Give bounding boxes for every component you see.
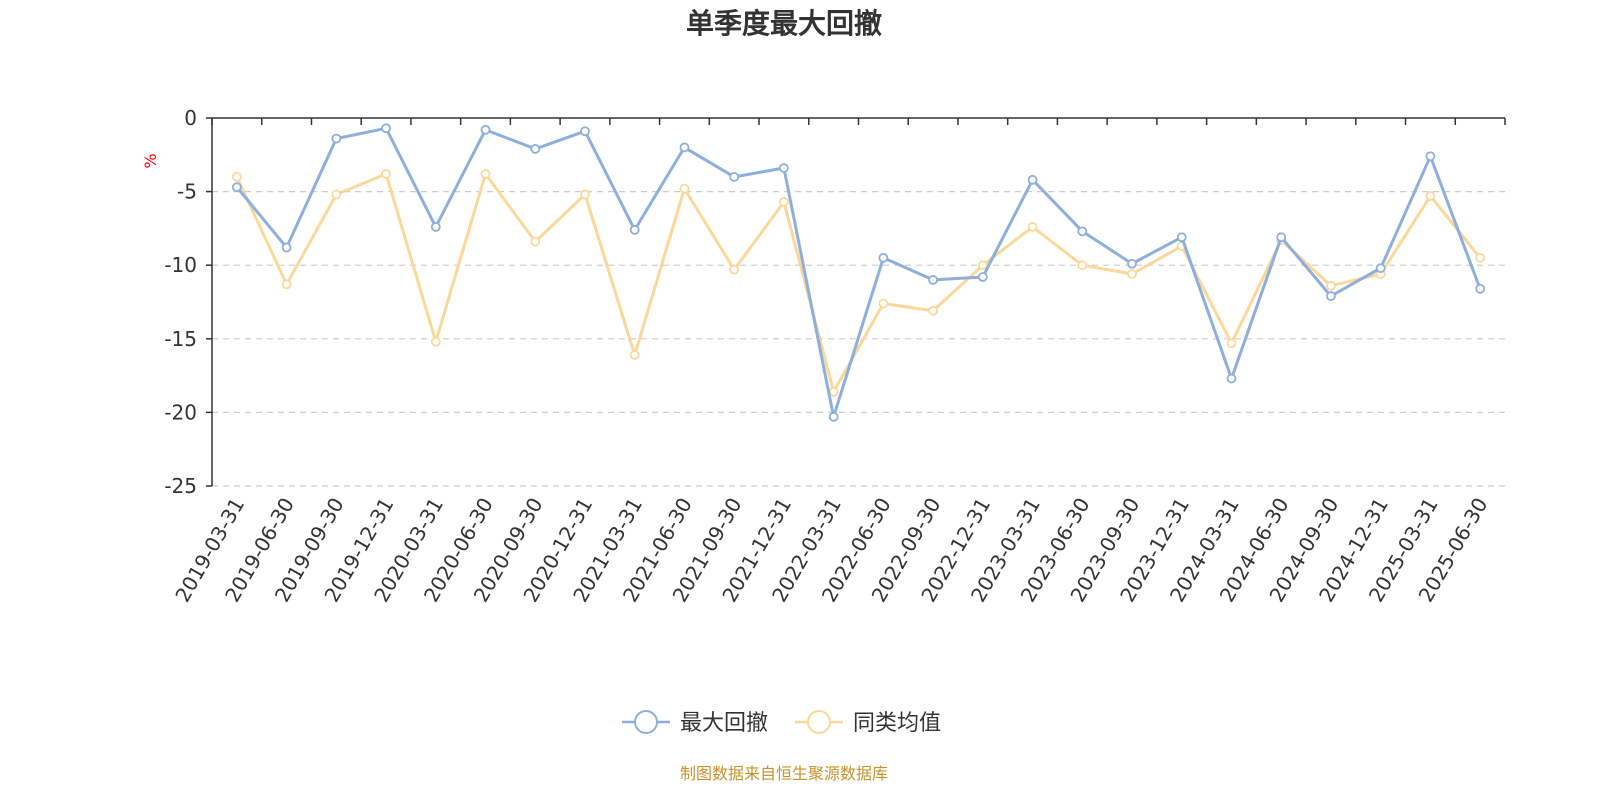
data-point bbox=[1226, 338, 1237, 349]
data-point bbox=[828, 386, 839, 397]
data-point bbox=[530, 236, 541, 247]
legend-item[interactable]: 同类均值 bbox=[795, 710, 941, 736]
legend-marker bbox=[807, 710, 831, 734]
data-point bbox=[629, 224, 640, 235]
legend-label: 最大回撤 bbox=[680, 711, 768, 736]
data-point bbox=[928, 275, 938, 285]
data-point bbox=[281, 279, 292, 290]
series-line bbox=[235, 126, 1482, 419]
data-point bbox=[1375, 263, 1386, 274]
data-point bbox=[977, 260, 988, 271]
data-point bbox=[480, 169, 491, 179]
data-point bbox=[331, 133, 342, 144]
data-point bbox=[878, 298, 889, 309]
data-point bbox=[381, 169, 391, 179]
series-lines bbox=[231, 123, 1486, 422]
data-point bbox=[231, 171, 242, 182]
data-point bbox=[828, 411, 839, 422]
data-point bbox=[530, 144, 541, 154]
data-point bbox=[1027, 174, 1038, 185]
data-point bbox=[1326, 280, 1336, 291]
axes bbox=[206, 117, 1506, 487]
y-tick-label: -15 bbox=[164, 327, 197, 351]
y-tick-labels: 0 -5 -10 -15 -20 -25 bbox=[164, 106, 197, 498]
data-point bbox=[580, 126, 590, 137]
y-tick-label: 0 bbox=[184, 106, 197, 130]
data-point bbox=[729, 264, 740, 275]
data-point bbox=[977, 272, 988, 282]
data-point bbox=[729, 171, 740, 182]
data-point bbox=[1077, 226, 1088, 237]
data-point bbox=[1475, 252, 1486, 263]
data-point bbox=[1425, 191, 1436, 201]
legend-marker bbox=[634, 710, 658, 734]
y-tick-label: -5 bbox=[177, 180, 197, 204]
data-point bbox=[1425, 151, 1436, 162]
data-point bbox=[1127, 258, 1137, 269]
data-point bbox=[1276, 232, 1287, 243]
data-point bbox=[580, 189, 590, 200]
x-tick-labels: 2019-03-312019-06-302019-09-302019-12-31… bbox=[170, 494, 1492, 607]
data-point bbox=[231, 182, 242, 193]
series-line bbox=[235, 172, 1482, 394]
y-tick-label: -10 bbox=[164, 253, 197, 277]
data-point bbox=[1027, 222, 1038, 232]
data-point bbox=[928, 305, 938, 316]
y-tick-label: -25 bbox=[164, 474, 197, 498]
data-point bbox=[480, 124, 491, 135]
y-tick-label: -20 bbox=[164, 400, 197, 424]
data-source-note: 制图数据来自恒生聚源数据库 bbox=[680, 764, 888, 783]
legend-item[interactable]: 最大回撤 bbox=[622, 710, 768, 736]
y-axis-unit: % bbox=[141, 153, 160, 168]
data-point bbox=[1326, 291, 1336, 302]
data-point bbox=[430, 336, 441, 347]
data-point bbox=[1127, 269, 1137, 279]
data-point bbox=[281, 242, 292, 253]
data-point bbox=[430, 222, 441, 232]
legend-label: 同类均值 bbox=[853, 711, 941, 736]
legend: 最大回撤 同类均值 bbox=[622, 710, 941, 736]
chart-title: 单季度最大回撤 bbox=[686, 7, 882, 40]
data-point bbox=[1077, 260, 1088, 271]
data-point bbox=[1475, 283, 1486, 294]
data-point bbox=[779, 197, 789, 207]
data-point bbox=[878, 252, 889, 263]
data-point bbox=[679, 142, 690, 153]
data-point bbox=[1226, 373, 1237, 384]
data-point bbox=[679, 183, 690, 194]
data-point bbox=[779, 163, 789, 173]
data-point bbox=[331, 189, 342, 200]
data-point bbox=[381, 123, 391, 134]
data-point bbox=[1176, 232, 1187, 243]
data-point bbox=[629, 350, 640, 360]
